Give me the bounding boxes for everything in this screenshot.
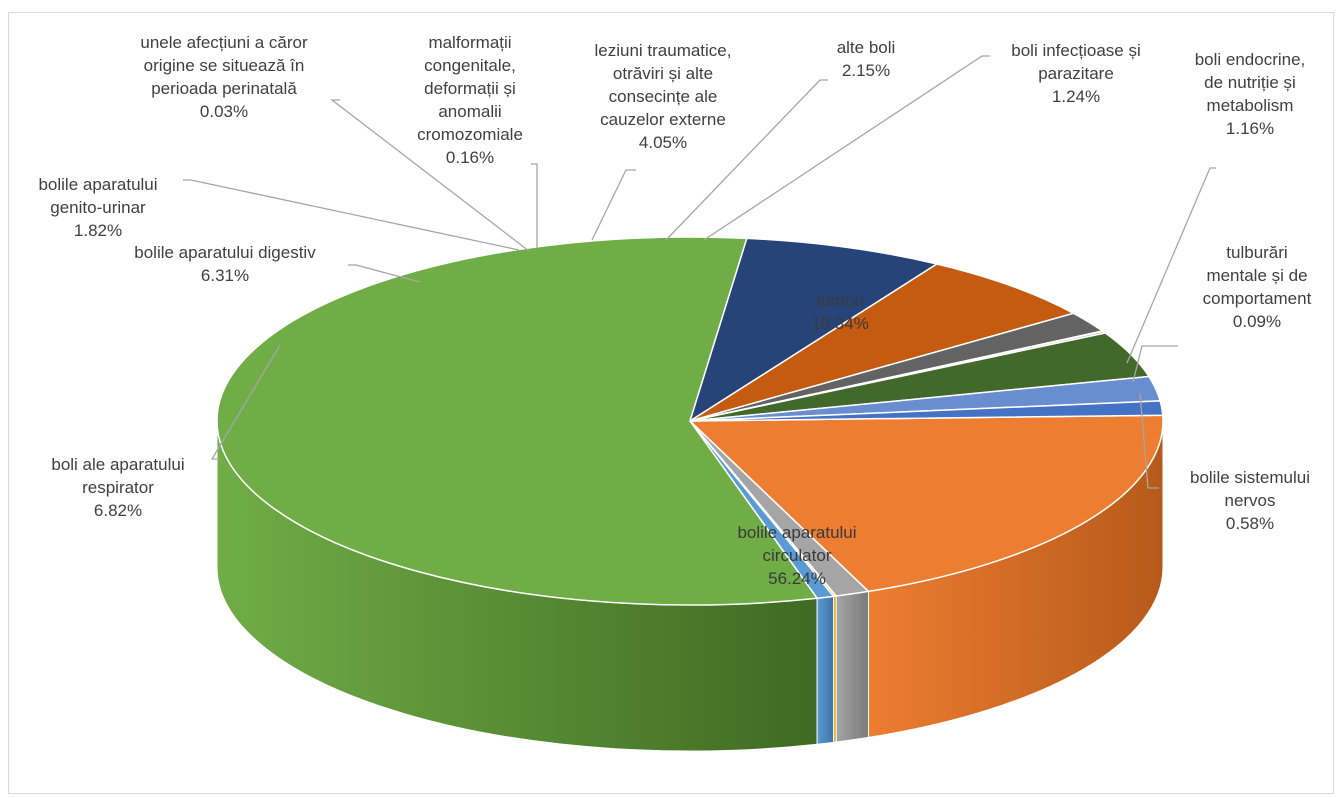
leader-line-3 <box>1139 392 1159 489</box>
leader-lines <box>183 55 1216 489</box>
leader-line-2 <box>1132 345 1178 383</box>
leader-line-11 <box>665 79 828 241</box>
slice-label-3: bolile sistemului nervos 0.58% <box>1190 468 1310 533</box>
pie-side-1 <box>835 590 869 743</box>
slice-label-5: boli ale aparatului respirator 6.82% <box>51 455 184 520</box>
pie-slice-6 <box>689 263 1075 422</box>
pie-slices <box>216 236 1164 606</box>
leader-line-12 <box>703 55 990 241</box>
pie-slice-0 <box>689 414 1164 593</box>
leader-line-5 <box>210 344 281 460</box>
pie-depth <box>216 420 1164 752</box>
pie-slice-12 <box>689 400 1164 422</box>
slice-label-9: malformații congenitale, deformații și anom… <box>417 33 523 167</box>
slice-label-1: boli endocrine, de nutriție și metabolism 1… <box>1195 50 1306 138</box>
leader-line-9 <box>531 163 538 248</box>
slice-label-10: leziuni traumatice, otrăviri și alte conse… <box>594 41 731 152</box>
slice-label-12: boli infecțioase și parazitare 1.24% <box>1011 41 1140 106</box>
slice-label-11: alte boli 2.15% <box>837 38 896 80</box>
leader-line-6 <box>348 264 421 283</box>
slice-labels: tumori 19.34% boli endocrine, de nutriție ș… <box>38 33 1311 588</box>
leader-line-10 <box>591 169 636 241</box>
pie-slice-5 <box>689 237 938 422</box>
slice-label-0: tumori 19.34% <box>811 291 869 333</box>
slice-label-8: unele afecțiuni a căror origine se situea… <box>140 33 308 121</box>
slice-label-4: bolile aparatului circulator 56.24% <box>737 523 856 588</box>
slice-label-7: bolile aparatului genito-urinar 1.82% <box>38 175 157 240</box>
pie-side-3 <box>816 595 835 745</box>
slice-label-2: tulburări mentale și de comportament 0.09% <box>1203 243 1312 331</box>
leader-line-8 <box>330 99 530 252</box>
leader-line-1 <box>1126 167 1216 364</box>
leader-line-7 <box>183 179 520 251</box>
pie-slice-4 <box>216 236 818 606</box>
slice-label-6: bolile aparatului digestiv 6.31% <box>134 243 316 285</box>
